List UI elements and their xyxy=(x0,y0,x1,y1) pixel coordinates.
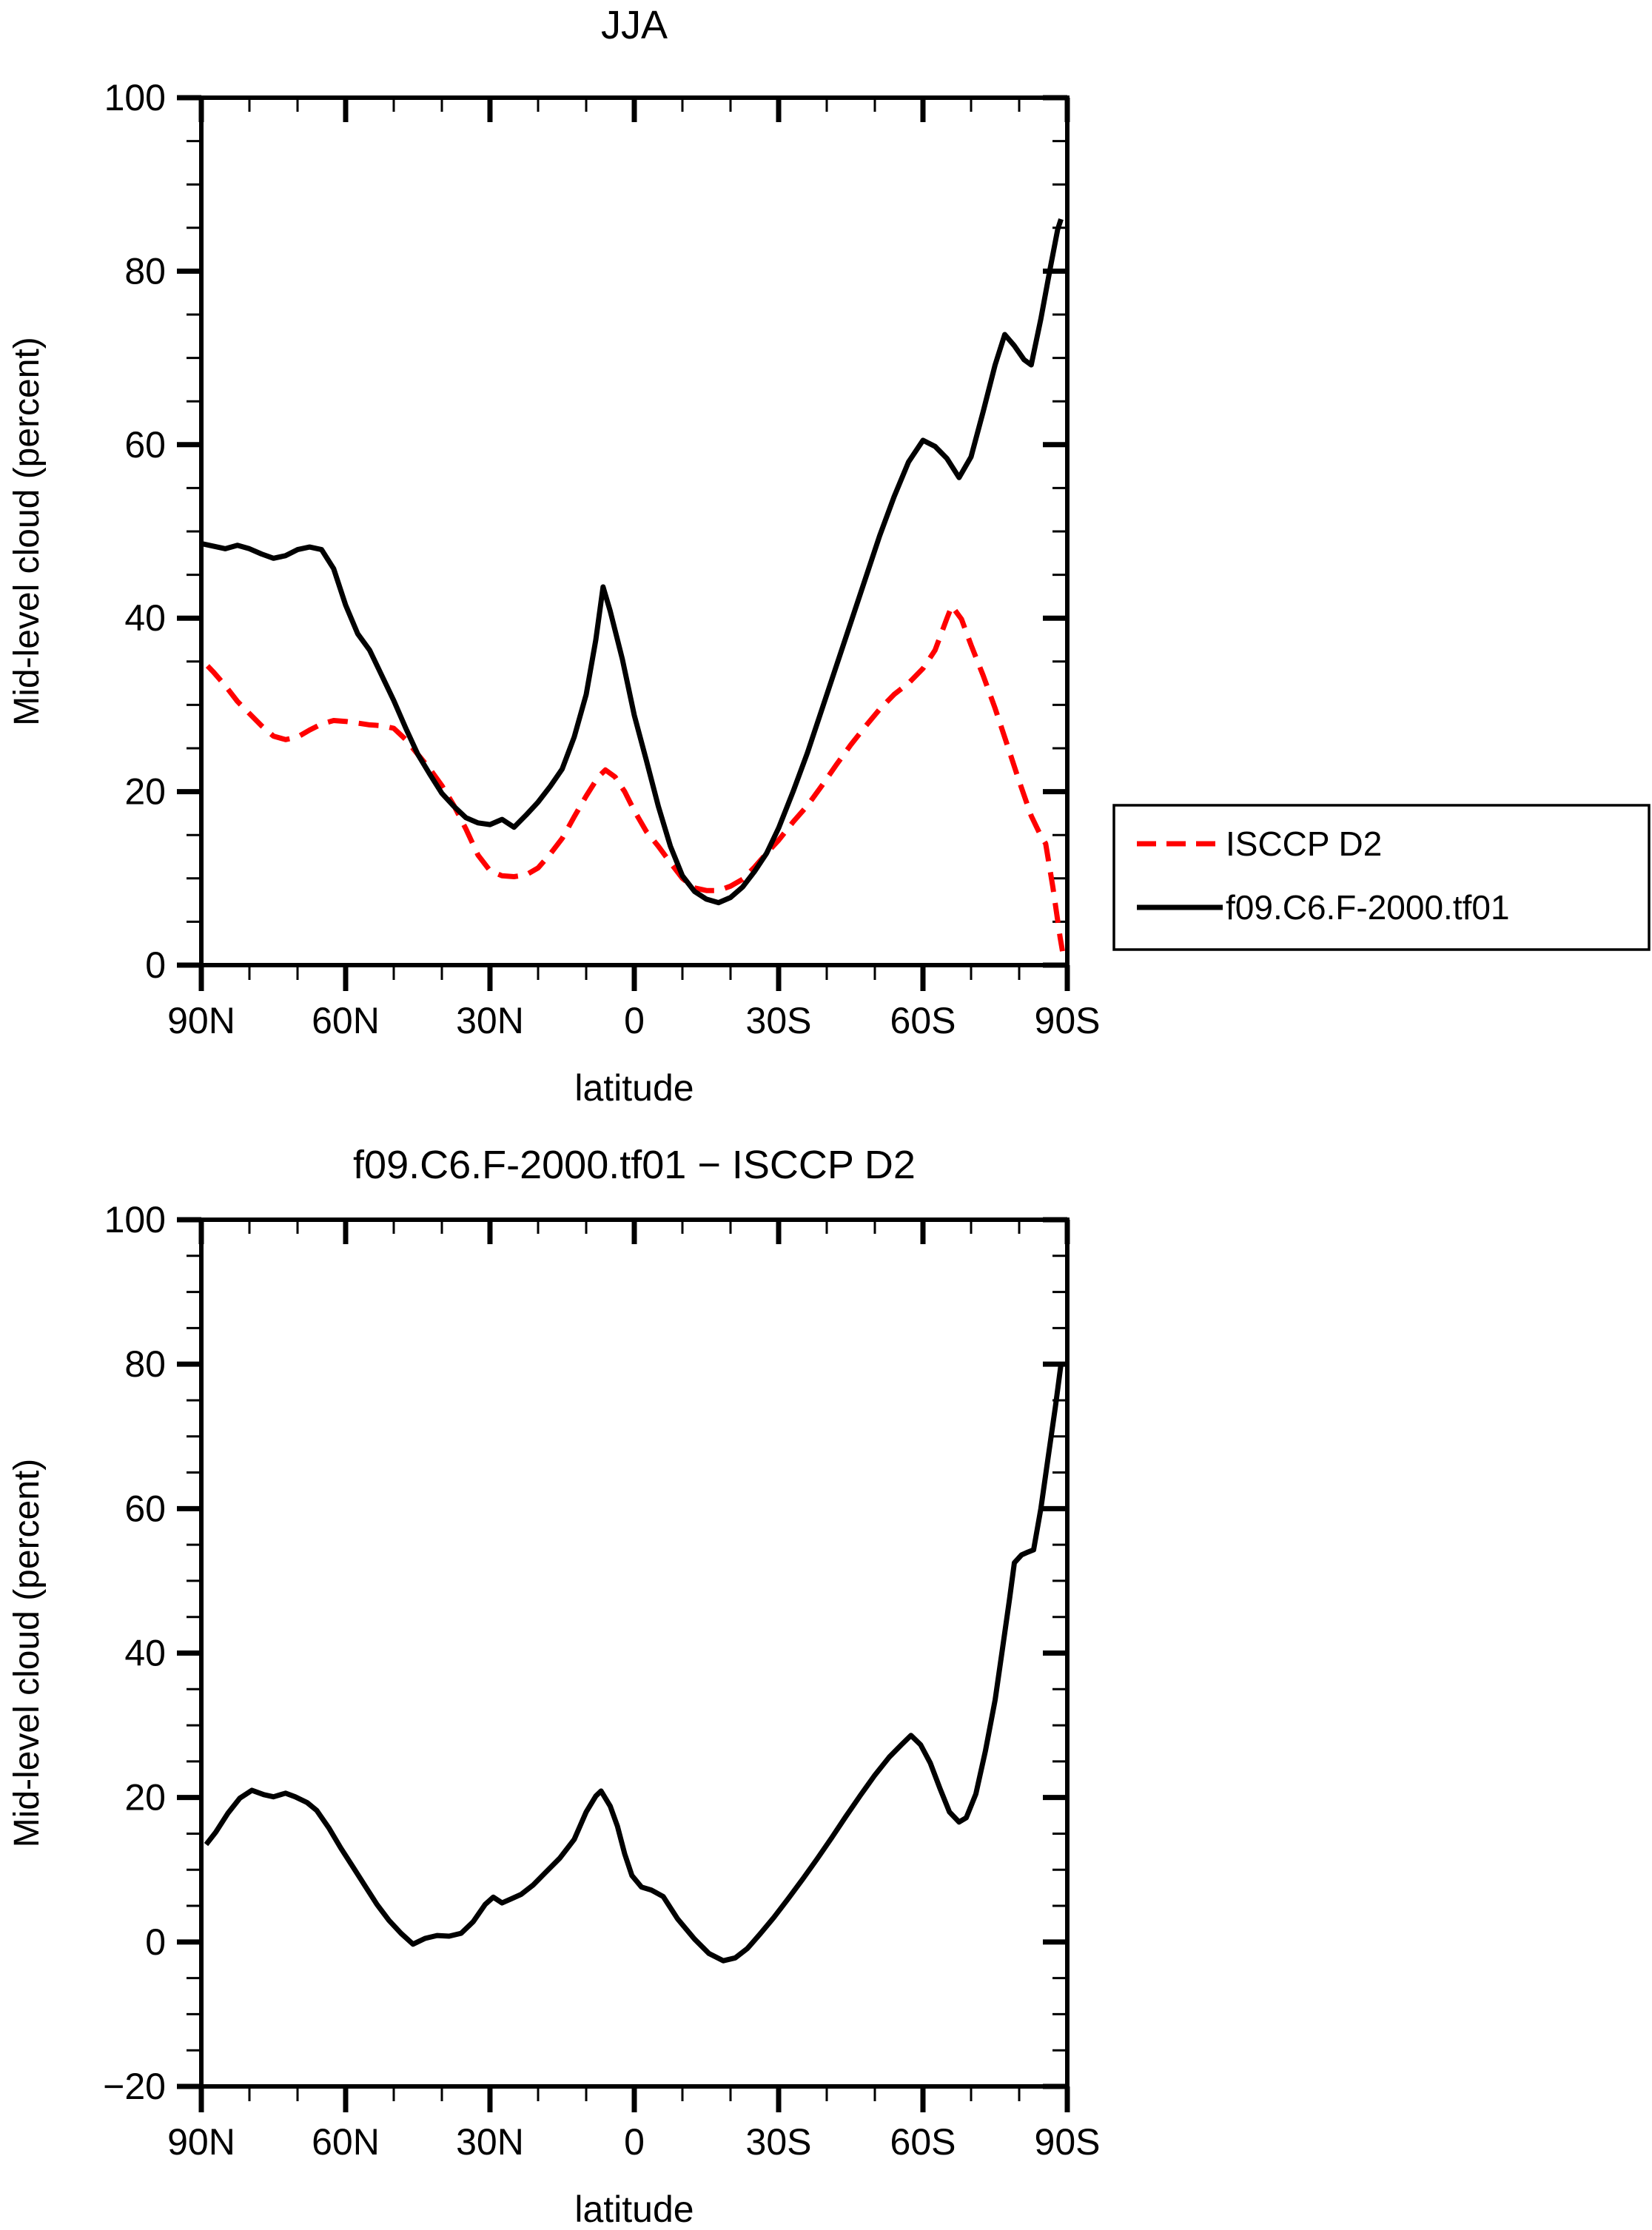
f09-c6-f-2000-tf01-line xyxy=(201,218,1064,906)
legend: ISCCP D2 f09.C6.F-2000.tf01 xyxy=(1112,804,1651,951)
legend-entry-label: ISCCP D2 xyxy=(1226,825,1382,863)
bottom-xtick-label: 30S xyxy=(746,2121,812,2163)
bottom-ytick-label: 100 xyxy=(104,1199,166,1240)
top-ytick-label: 0 xyxy=(145,944,166,986)
legend-box xyxy=(1112,804,1651,951)
isccp-d2-line xyxy=(205,603,1065,952)
bottom-ytick-label: 20 xyxy=(124,1777,166,1818)
top-ytick-label: 60 xyxy=(124,424,166,466)
top-ticks xyxy=(177,95,1070,991)
bottom-xtick-label: 90N xyxy=(167,2121,235,2163)
legend-entry-label: f09.C6.F-2000.tf01 xyxy=(1226,888,1510,927)
bottom-yaxis-title: Mid-level cloud (percent) xyxy=(7,1459,47,1848)
bottom-plot-border xyxy=(199,1218,1070,2089)
top-ytick-label: 80 xyxy=(124,250,166,292)
bottom-ytick-label: 60 xyxy=(124,1488,166,1529)
bottom-xtick-label: 0 xyxy=(624,2121,645,2163)
bottom-xaxis-title: latitude xyxy=(574,2189,694,2230)
legend-entry: ISCCP D2 xyxy=(1137,825,1382,863)
bottom-xtick-label: 90S xyxy=(1035,2121,1101,2163)
bottom-xtick-label: 30N xyxy=(456,2121,524,2163)
bottom-title: f09.C6.F-2000.tf01 − ISCCP D2 xyxy=(353,1143,916,1187)
bottom-ticks xyxy=(177,1217,1070,2112)
legend-entry: f09.C6.F-2000.tf01 xyxy=(1137,888,1510,927)
bottom-ytick-label: 80 xyxy=(124,1343,166,1385)
bottom-xtick-label: 60S xyxy=(890,2121,956,2163)
bottom-xtick-label: 60N xyxy=(312,2121,380,2163)
top-plot-border xyxy=(199,95,1070,967)
top-xtick-label: 30S xyxy=(746,1000,812,1041)
top-ytick-label: 40 xyxy=(124,597,166,639)
bottom-ytick-label: −20 xyxy=(103,2066,166,2107)
top-xtick-label: 30N xyxy=(456,1000,524,1041)
top-yaxis-title: Mid-level cloud (percent) xyxy=(7,337,47,726)
top-xtick-label: 60S xyxy=(890,1000,956,1041)
bottom-ytick-label: 0 xyxy=(145,1921,166,1963)
bottom-ytick-label: 40 xyxy=(124,1633,166,1674)
difference-line xyxy=(204,1363,1064,1964)
top-xaxis-title: latitude xyxy=(574,1067,694,1109)
top-ytick-label: 100 xyxy=(104,77,166,118)
top-xtick-label: 60N xyxy=(312,1000,380,1041)
top-xtick-label: 90S xyxy=(1035,1000,1101,1041)
top-xtick-label: 0 xyxy=(624,1000,645,1041)
top-ytick-label: 20 xyxy=(124,771,166,813)
top-title: JJA xyxy=(601,3,668,47)
top-xtick-label: 90N xyxy=(167,1000,235,1041)
